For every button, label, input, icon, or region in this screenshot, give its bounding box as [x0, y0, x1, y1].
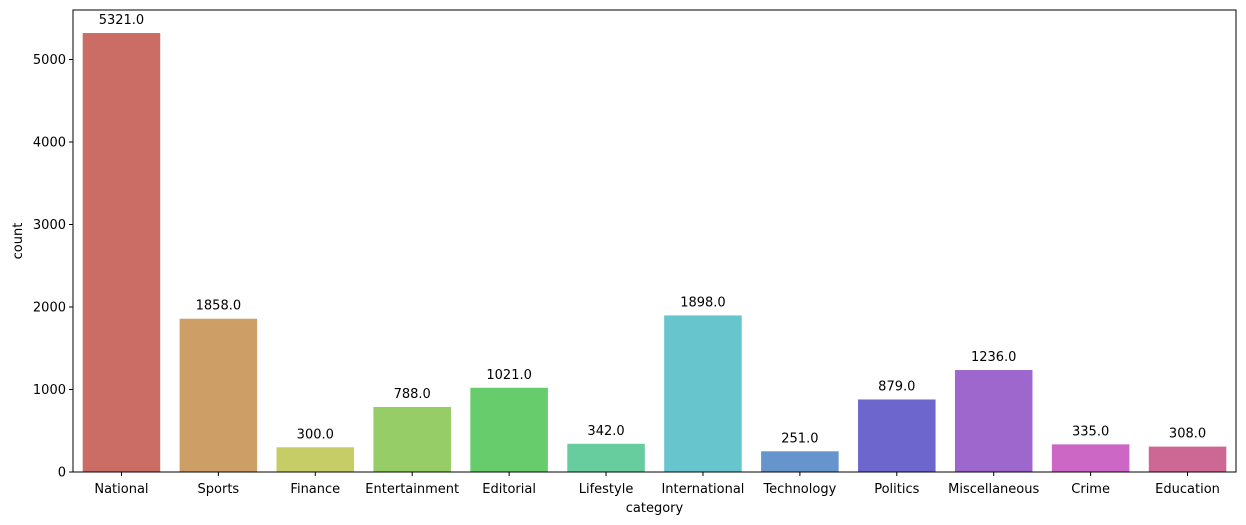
x-axis-label: category [626, 501, 684, 516]
data-label-politics: 879.0 [878, 379, 915, 394]
y-tick-label: 2000 [33, 301, 66, 316]
y-tick-label: 3000 [33, 218, 66, 233]
bar-sports [179, 318, 258, 472]
data-label-finance: 300.0 [297, 427, 334, 442]
y-tick-label: 4000 [33, 136, 66, 151]
bar-politics [858, 399, 936, 472]
bar-finance [276, 447, 355, 472]
data-label-sports: 1858.0 [196, 299, 242, 314]
x-axis-ticks: National Sports Finance Entertainment Editor… [94, 472, 1220, 497]
data-label-education: 308.0 [1169, 427, 1206, 442]
x-tick-label: Education [1155, 482, 1220, 497]
y-axis-ticks: 0 1000 2000 3000 4000 5000 [33, 53, 73, 481]
data-label-miscellaneous: 1236.0 [971, 350, 1017, 365]
x-tick-label: Miscellaneous [948, 482, 1039, 497]
x-tick-label: Entertainment [365, 482, 459, 497]
data-label-crime: 335.0 [1072, 424, 1109, 439]
bars-group [82, 33, 1227, 473]
x-tick-label: Politics [874, 482, 919, 497]
x-tick-label: Finance [290, 482, 340, 497]
x-tick-label: Lifestyle [579, 482, 634, 497]
x-tick-label: Crime [1071, 482, 1110, 497]
data-label-international: 1898.0 [680, 295, 726, 310]
data-label-editorial: 1021.0 [486, 368, 532, 383]
plot-area [73, 10, 1236, 472]
bar-education [1148, 446, 1227, 472]
bar-entertainment [373, 406, 451, 472]
bar-editorial [470, 387, 548, 472]
y-tick-label: 0 [58, 466, 66, 481]
x-tick-label: Sports [198, 482, 240, 497]
y-axis-label: count [11, 223, 26, 260]
data-labels-group: 5321.0 1858.0 300.0 788.0 1021.0 342.0 1898.0 2… [99, 13, 1206, 446]
x-tick-label: Technology [762, 482, 836, 497]
bar-miscellaneous [954, 370, 1033, 472]
x-tick-label: International [661, 482, 744, 497]
bar-lifestyle [567, 443, 645, 472]
bar-national [82, 33, 161, 473]
y-tick-label: 5000 [33, 53, 66, 68]
data-label-technology: 251.0 [781, 431, 818, 446]
y-tick-label: 1000 [33, 383, 66, 398]
data-label-lifestyle: 342.0 [587, 424, 624, 439]
x-tick-label: Editorial [482, 482, 536, 497]
bar-international [664, 315, 742, 472]
data-label-entertainment: 788.0 [394, 387, 431, 402]
bar-technology [761, 451, 839, 472]
plot-frame [72, 9, 1237, 473]
bar-crime [1051, 444, 1130, 472]
x-tick-label: National [94, 482, 148, 497]
data-label-national: 5321.0 [99, 13, 145, 28]
